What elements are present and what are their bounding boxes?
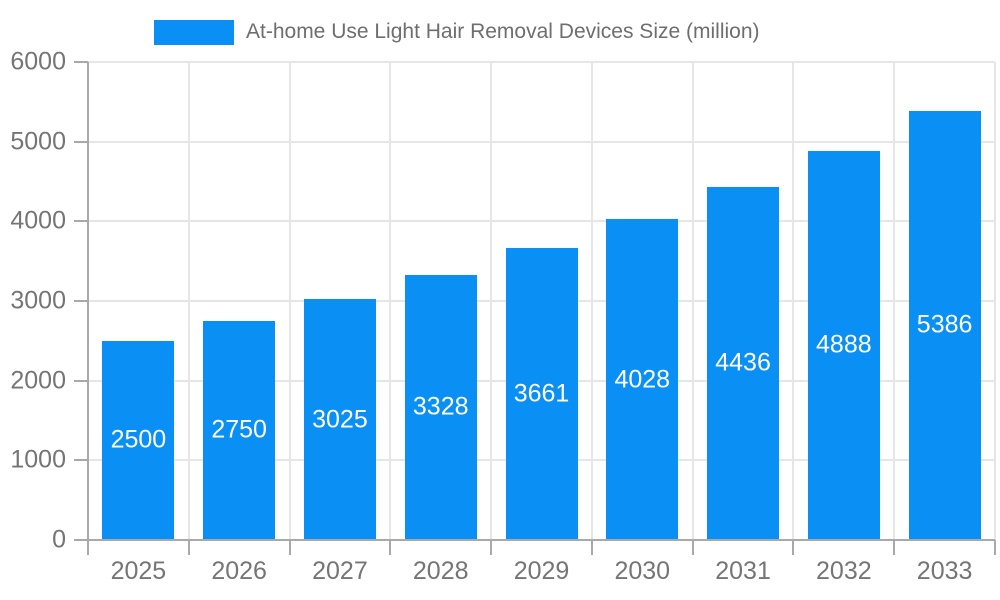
y-tick-label: 0 — [52, 525, 66, 554]
x-tick — [994, 540, 996, 555]
y-tick — [74, 140, 88, 143]
x-tick — [389, 540, 392, 555]
x-gridline — [590, 62, 593, 540]
bar-value-label: 2500 — [110, 425, 167, 454]
bar-value-label: 4888 — [816, 330, 872, 359]
x-tick-label: 2032 — [816, 557, 872, 585]
x-axis-line — [74, 539, 995, 541]
x-tick-label: 2030 — [614, 557, 671, 585]
bar — [908, 110, 981, 540]
x-gridline — [389, 62, 392, 540]
y-tick-label: 5000 — [10, 127, 66, 156]
x-gridline — [490, 62, 493, 540]
y-tick — [74, 220, 88, 223]
y-tick — [74, 459, 88, 462]
x-gridline — [691, 62, 694, 540]
x-tick — [288, 540, 291, 555]
y-tick — [74, 61, 88, 63]
bar-value-label: 3661 — [513, 379, 570, 408]
y-tick-label: 1000 — [10, 445, 66, 474]
y-tick — [74, 379, 88, 382]
bar — [404, 274, 477, 540]
bar — [203, 320, 276, 540]
bar-value-label: 3025 — [312, 405, 368, 433]
bar-value-label: 4028 — [614, 365, 671, 394]
y-tick — [74, 300, 88, 302]
bar — [807, 150, 880, 540]
x-tick — [691, 540, 694, 555]
y-tick-label: 6000 — [10, 47, 66, 76]
legend: At-home Use Light Hair Removal Devices S… — [154, 17, 760, 47]
x-tick-label: 2027 — [312, 557, 368, 585]
x-gridline — [288, 62, 291, 540]
bar-value-label: 3328 — [412, 392, 469, 421]
bar — [505, 248, 578, 540]
x-tick-label: 2033 — [916, 557, 973, 585]
x-tick — [893, 540, 896, 555]
x-gridline — [792, 62, 795, 540]
x-tick — [792, 540, 795, 555]
y-gridline — [88, 140, 995, 143]
bar-value-label: 5386 — [916, 310, 973, 339]
x-tick-label: 2026 — [211, 557, 267, 585]
x-tick — [187, 540, 190, 555]
x-gridline — [893, 62, 896, 540]
x-gridline — [994, 62, 996, 540]
bar-value-label: 2750 — [211, 415, 267, 444]
bar — [303, 299, 376, 540]
y-gridline — [88, 61, 995, 63]
x-tick-label: 2028 — [412, 557, 469, 585]
bar — [102, 340, 175, 540]
y-tick-label: 3000 — [10, 286, 66, 315]
bar-value-label: 4436 — [715, 348, 771, 377]
y-gridline — [88, 220, 995, 223]
legend-label: At-home Use Light Hair Removal Devices S… — [246, 20, 760, 43]
y-tick-label: 4000 — [10, 206, 66, 235]
bar — [606, 219, 679, 540]
x-gridline — [187, 62, 190, 540]
legend-swatch — [154, 19, 234, 45]
x-tick-label: 2025 — [110, 557, 167, 585]
y-axis-line — [87, 62, 89, 555]
x-tick — [590, 540, 593, 555]
x-tick-label: 2029 — [513, 557, 570, 585]
x-tick-label: 2031 — [715, 557, 771, 585]
x-tick — [490, 540, 493, 555]
y-tick-label: 2000 — [10, 366, 66, 395]
bar — [707, 186, 780, 540]
